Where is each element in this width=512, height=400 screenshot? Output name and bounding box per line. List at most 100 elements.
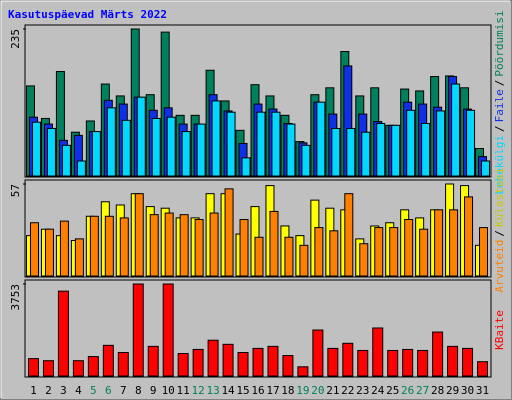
- x-tick-label: 12: [192, 384, 205, 397]
- bar: [462, 347, 474, 377]
- bar: [374, 227, 384, 277]
- x-tick-label: 30: [461, 384, 474, 397]
- bar: [327, 347, 339, 377]
- bar: [432, 331, 444, 377]
- bar: [209, 212, 219, 277]
- bar: [267, 345, 279, 377]
- bar: [57, 290, 69, 377]
- x-tick-label: 17: [266, 384, 279, 397]
- bar: [359, 243, 369, 277]
- x-tick-label: 7: [120, 384, 127, 397]
- x-tick-label: 26: [401, 384, 414, 397]
- bar: [357, 349, 369, 377]
- bar: [329, 230, 339, 277]
- bar: [136, 96, 146, 177]
- bar: [256, 111, 266, 177]
- x-tick-label: 19: [296, 384, 309, 397]
- bar: [207, 339, 219, 377]
- bar: [74, 238, 84, 277]
- bar: [104, 215, 114, 277]
- bar: [59, 220, 69, 277]
- bar: [181, 131, 191, 177]
- x-tick-label: 1: [30, 384, 37, 397]
- bar: [342, 342, 354, 377]
- legend-separator: /: [493, 125, 506, 132]
- bar: [282, 355, 294, 377]
- x-tick-label: 3: [60, 384, 67, 397]
- bar: [46, 127, 56, 177]
- bar: [312, 329, 324, 377]
- bar: [376, 122, 386, 177]
- bar: [447, 345, 459, 377]
- legend: Arvuteid / Külastusi: [493, 167, 506, 292]
- bar: [132, 283, 144, 377]
- bar: [297, 366, 309, 377]
- x-tick-label: 29: [446, 384, 459, 397]
- bar: [481, 160, 491, 177]
- bar: [331, 127, 341, 177]
- bar: [149, 214, 159, 277]
- x-tick-label: 28: [431, 384, 444, 397]
- bar: [434, 209, 444, 277]
- bar: [421, 122, 431, 177]
- bar: [102, 344, 114, 377]
- bar: [237, 351, 249, 377]
- bar: [61, 144, 71, 177]
- y-tick-label: 57: [9, 184, 22, 197]
- bar: [477, 361, 489, 377]
- bar: [89, 215, 99, 277]
- bar: [269, 210, 279, 277]
- x-tick-label: 18: [281, 384, 294, 397]
- x-tick-label: 22: [341, 384, 354, 397]
- x-tick-label: 16: [251, 384, 264, 397]
- bar: [222, 343, 234, 377]
- bar: [271, 111, 281, 177]
- legend: Lehekülgi / Faile / Pöördumisi: [493, 10, 506, 194]
- legend-entry: Külastusi: [493, 167, 506, 227]
- x-tick-label: 11: [177, 384, 190, 397]
- bar: [106, 107, 116, 177]
- bar: [361, 131, 371, 177]
- bar: [372, 327, 384, 377]
- legend-entry: KBaite: [493, 310, 506, 350]
- bar: [316, 101, 326, 177]
- chart-title: Kasutuspäevad Märts 2022: [8, 8, 167, 21]
- x-tick-label: 15: [236, 384, 249, 397]
- legend-entry: Pöördumisi: [493, 10, 506, 76]
- bar: [391, 124, 401, 177]
- bar: [29, 222, 39, 277]
- legend-entry: Faile: [493, 89, 506, 122]
- legend: KBaite: [493, 310, 506, 350]
- bar: [91, 131, 101, 177]
- bar: [417, 349, 429, 377]
- bar: [177, 353, 189, 377]
- x-tick-label: 8: [135, 384, 142, 397]
- bar: [419, 228, 429, 277]
- bar: [72, 360, 84, 377]
- x-tick-label: 6: [105, 384, 112, 397]
- bar: [76, 160, 86, 177]
- bar: [27, 358, 39, 377]
- x-tick-label: 24: [371, 384, 385, 397]
- bar: [299, 244, 309, 277]
- x-tick-label: 14: [221, 384, 235, 397]
- x-tick-label: 21: [326, 384, 339, 397]
- bar: [389, 227, 399, 277]
- bar: [284, 236, 294, 277]
- bar: [211, 100, 221, 177]
- bar: [252, 347, 264, 377]
- bar: [87, 356, 99, 377]
- bar: [194, 219, 204, 277]
- legend-separator: /: [493, 80, 506, 87]
- x-tick-label: 27: [416, 384, 429, 397]
- x-tick-label: 13: [206, 384, 219, 397]
- bar: [479, 227, 489, 277]
- bar: [117, 351, 129, 377]
- bar: [464, 196, 474, 277]
- bar: [436, 110, 446, 177]
- x-tick-label: 2: [45, 384, 52, 397]
- bar: [166, 116, 176, 177]
- bar: [239, 219, 249, 277]
- bar: [224, 188, 234, 277]
